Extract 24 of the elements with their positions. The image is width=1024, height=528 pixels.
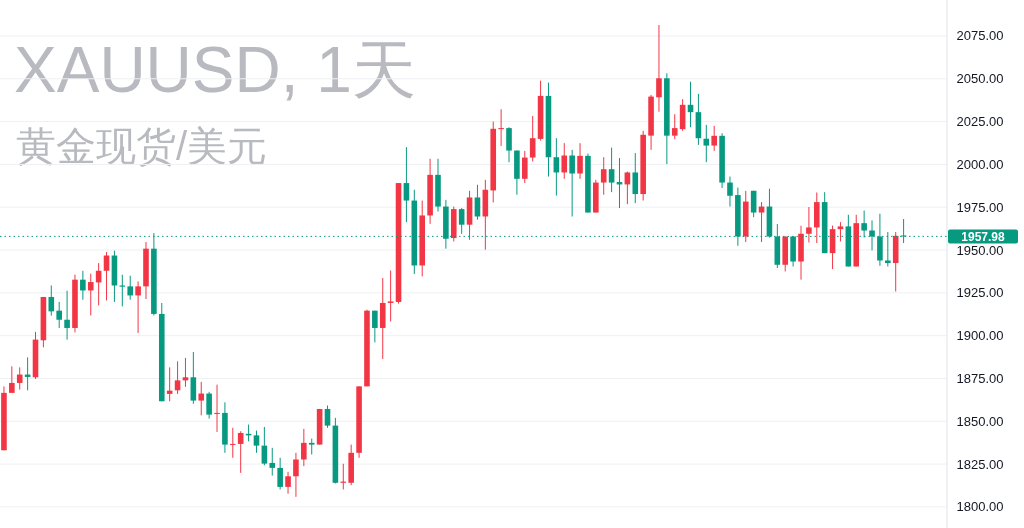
- candlestick: [632, 152, 639, 204]
- y-tick-label: 1825.00: [956, 456, 1004, 472]
- y-tick-label: 1875.00: [956, 370, 1004, 386]
- candlestick: [600, 156, 607, 196]
- candlestick: [671, 113, 678, 140]
- candlestick: [277, 457, 283, 490]
- y-tick-label: 1800.00: [956, 499, 1004, 515]
- y-tick-label: 2025.00: [956, 114, 1004, 130]
- y-tick-label: 2000.00: [956, 156, 1004, 172]
- y-tick-label: 1850.00: [956, 413, 1004, 429]
- ref-line-label: 1957.98: [961, 229, 1006, 244]
- candlestick: [664, 72, 670, 165]
- y-tick-label: 1950.00: [956, 242, 1004, 258]
- y-tick-label: 1925.00: [956, 285, 1004, 301]
- y-tick-label: 1900.00: [956, 328, 1004, 344]
- text: 黄金现货/美元: [16, 124, 268, 168]
- text: XAUUSD, 1天: [14, 34, 416, 106]
- y-tick-label: 1975.00: [956, 199, 1004, 215]
- candlestick: [198, 381, 205, 416]
- y-tick-label: 2075.00: [956, 28, 1004, 44]
- candlestick: [119, 274, 126, 307]
- y-tick-label: 2050.00: [956, 71, 1004, 87]
- candlestick: [308, 438, 315, 456]
- candlestick: [711, 125, 717, 152]
